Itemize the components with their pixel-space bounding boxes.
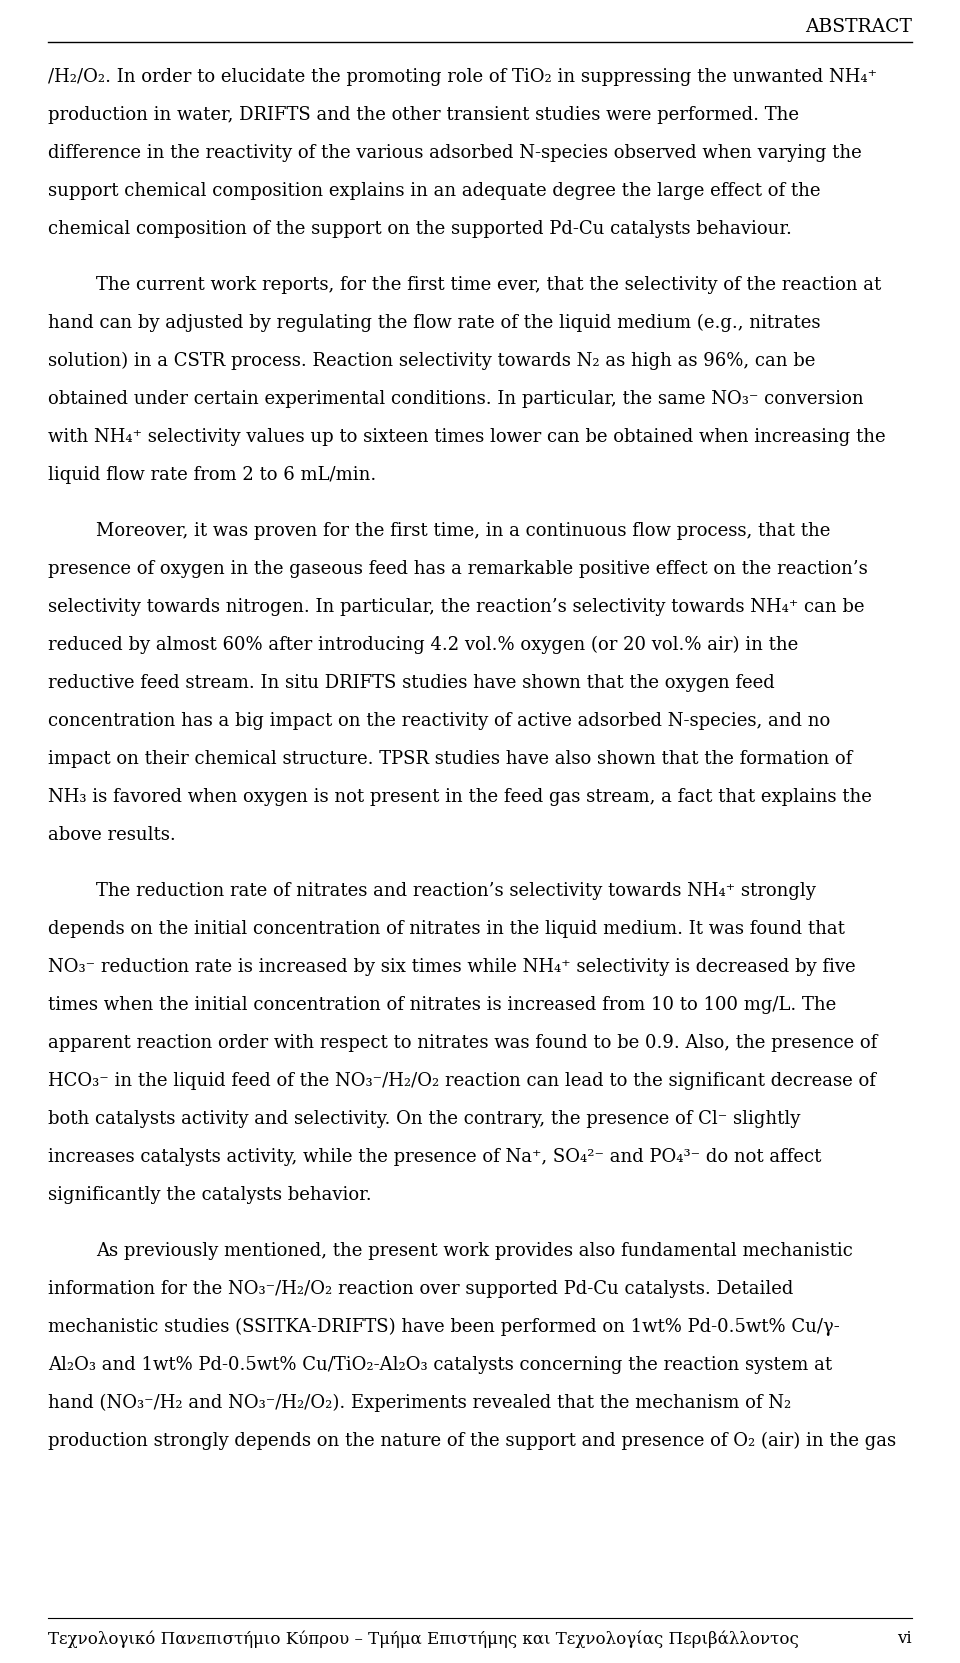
Text: production strongly depends on the nature of the support and presence of O₂ (air: production strongly depends on the natur…: [48, 1432, 896, 1450]
Text: HCO₃⁻ in the liquid feed of the NO₃⁻/H₂/O₂ reaction can lead to the significant : HCO₃⁻ in the liquid feed of the NO₃⁻/H₂/…: [48, 1073, 876, 1089]
Text: As previously mentioned, the present work provides also fundamental mechanistic: As previously mentioned, the present wor…: [96, 1242, 852, 1261]
Text: vi: vi: [898, 1630, 912, 1646]
Text: production in water, DRIFTS and the other transient studies were performed. The: production in water, DRIFTS and the othe…: [48, 106, 799, 125]
Text: increases catalysts activity, while the presence of Na⁺, SO₄²⁻ and PO₄³⁻ do not : increases catalysts activity, while the …: [48, 1147, 822, 1166]
Text: presence of oxygen in the gaseous feed has a remarkable positive effect on the r: presence of oxygen in the gaseous feed h…: [48, 560, 868, 579]
Text: reduced by almost 60% after introducing 4.2 vol.% oxygen (or 20 vol.% air) in th: reduced by almost 60% after introducing …: [48, 635, 799, 654]
Text: significantly the catalysts behavior.: significantly the catalysts behavior.: [48, 1186, 372, 1204]
Text: reductive feed stream. In situ DRIFTS studies have shown that the oxygen feed: reductive feed stream. In situ DRIFTS st…: [48, 674, 775, 692]
Text: selectivity towards nitrogen. In particular, the reaction’s selectivity towards : selectivity towards nitrogen. In particu…: [48, 599, 865, 615]
Text: Moreover, it was proven for the ⁣first time⁣, in a continuous flow process, that: Moreover, it was proven for the ⁣first t…: [96, 522, 830, 540]
Text: above results.: above results.: [48, 827, 176, 845]
Text: Al₂O₃ and 1wt% Pd-0.5wt% Cu/TiO₂-Al₂O₃ catalysts concerning the reaction system : Al₂O₃ and 1wt% Pd-0.5wt% Cu/TiO₂-Al₂O₃ c…: [48, 1355, 832, 1374]
Text: chemical composition of the support on the supported Pd-Cu catalysts behaviour.: chemical composition of the support on t…: [48, 220, 792, 238]
Text: NO₃⁻ reduction rate is increased by six times while NH₄⁺ selectivity is decrease: NO₃⁻ reduction rate is increased by six …: [48, 958, 855, 976]
Text: The reduction rate of nitrates and reaction’s selectivity towards NH₄⁺ strongly: The reduction rate of nitrates and react…: [96, 881, 816, 900]
Text: The current work reports, for the ⁣first time⁣ ever, that the selectivity of the: The current work reports, for the ⁣first…: [96, 276, 881, 294]
Text: mechanistic studies (SSITKA-DRIFTS) have been performed on 1wt% Pd-0.5wt% Cu/γ-: mechanistic studies (SSITKA-DRIFTS) have…: [48, 1319, 840, 1337]
Text: NH₃ is favored when oxygen is not present in the feed gas stream, a fact that ex: NH₃ is favored when oxygen is not presen…: [48, 788, 872, 807]
Text: /H₂/O₂. In order to elucidate the promoting role of TiO₂ in suppressing the unwa: /H₂/O₂. In order to elucidate the promot…: [48, 68, 877, 86]
Text: times when the initial concentration of nitrates is increased from 10 to 100 mg/: times when the initial concentration of …: [48, 996, 836, 1014]
Text: obtained under certain experimental conditions. In particular, the same NO₃⁻ con: obtained under certain experimental cond…: [48, 391, 864, 407]
Text: hand can by adjusted by regulating the flow rate of the liquid medium (e.g., nit: hand can by adjusted by regulating the f…: [48, 314, 821, 333]
Text: difference in the reactivity of the various adsorbed N-species observed when var: difference in the reactivity of the vari…: [48, 145, 862, 161]
Text: depends on the initial concentration of nitrates in the liquid medium. It was fo: depends on the initial concentration of …: [48, 920, 845, 938]
Text: support chemical composition explains in an adequate degree the large effect of : support chemical composition explains in…: [48, 181, 821, 200]
Text: apparent reaction order with respect to nitrates was found to be 0.9. Also, the : apparent reaction order with respect to …: [48, 1034, 877, 1053]
Text: impact on their chemical structure. TPSR studies have also shown that the format: impact on their chemical structure. TPSR…: [48, 750, 852, 768]
Text: both catalysts activity and selectivity. On the contrary, the presence of Cl⁻ sl: both catalysts activity and selectivity.…: [48, 1109, 801, 1128]
Text: information for the NO₃⁻/H₂/O₂ reaction over supported Pd-Cu catalysts. Detailed: information for the NO₃⁻/H₂/O₂ reaction …: [48, 1281, 793, 1299]
Text: with NH₄⁺ selectivity values up to sixteen times lower can be obtained when incr: with NH₄⁺ selectivity values up to sixte…: [48, 427, 886, 446]
Text: ABSTRACT: ABSTRACT: [805, 18, 912, 37]
Text: liquid flow rate from 2 to 6 mL/min.: liquid flow rate from 2 to 6 mL/min.: [48, 466, 376, 484]
Text: concentration has a big impact on the reactivity of active adsorbed N-species, a: concentration has a big impact on the re…: [48, 712, 830, 730]
Text: hand (NO₃⁻/H₂ and NO₃⁻/H₂/O₂). Experiments revealed that the mechanism of N₂: hand (NO₃⁻/H₂ and NO₃⁻/H₂/O₂). Experimen…: [48, 1394, 791, 1412]
Text: solution) in a CSTR process. Reaction selectivity towards N₂ as high as 96%, can: solution) in a CSTR process. Reaction se…: [48, 353, 815, 371]
Text: Τεχνολογικό Πανεπιστήμιο Κύπρου – Τμήμα Επιστήμης και Τεχνολογίας Περιβάλλοντος: Τεχνολογικό Πανεπιστήμιο Κύπρου – Τμήμα …: [48, 1630, 799, 1648]
